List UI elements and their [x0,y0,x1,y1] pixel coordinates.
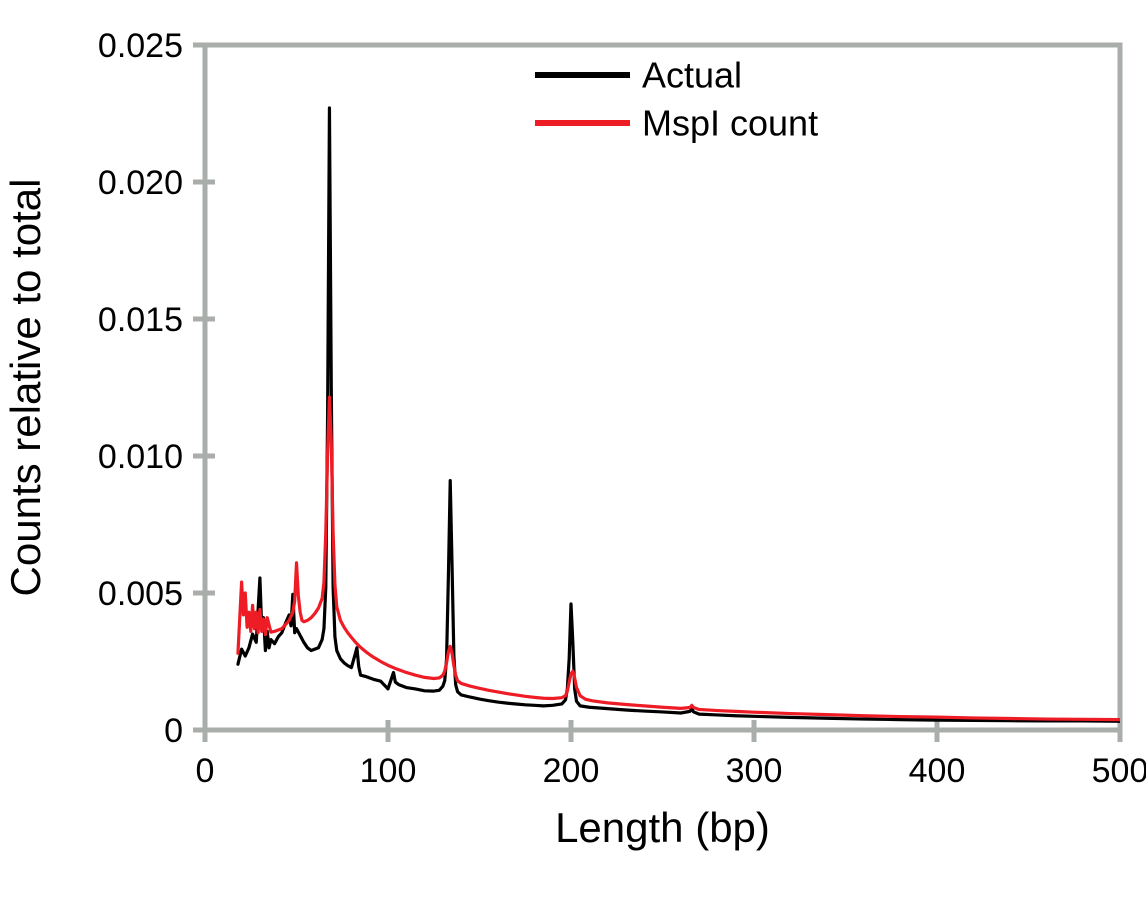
x-axis-label: Length (bp) [555,804,770,851]
x-tick-label: 500 [1092,752,1146,790]
x-tick-label: 100 [360,752,417,790]
y-tick-label: 0.020 [98,164,183,202]
legend-label: Actual [642,55,742,96]
legend-label: MspI count [642,103,818,144]
y-tick-label: 0.025 [98,27,183,65]
x-tick-label: 0 [196,752,215,790]
x-tick-label: 300 [726,752,783,790]
y-tick-label: 0.010 [98,438,183,476]
x-tick-label: 200 [543,752,600,790]
y-tick-label: 0.015 [98,301,183,339]
x-tick-label: 400 [909,752,966,790]
chart-container: 0 100 200 300 400 500 0 0.005 0.010 0.015 0.020 0.0… [0,0,1146,900]
y-tick-label: 0.005 [98,575,183,613]
y-tick-label: 0 [164,712,183,750]
line-chart: 0 100 200 300 400 500 0 0.005 0.010 0.015 0.020 0.0… [0,0,1146,900]
y-axis-label: Counts relative to total [2,179,49,597]
